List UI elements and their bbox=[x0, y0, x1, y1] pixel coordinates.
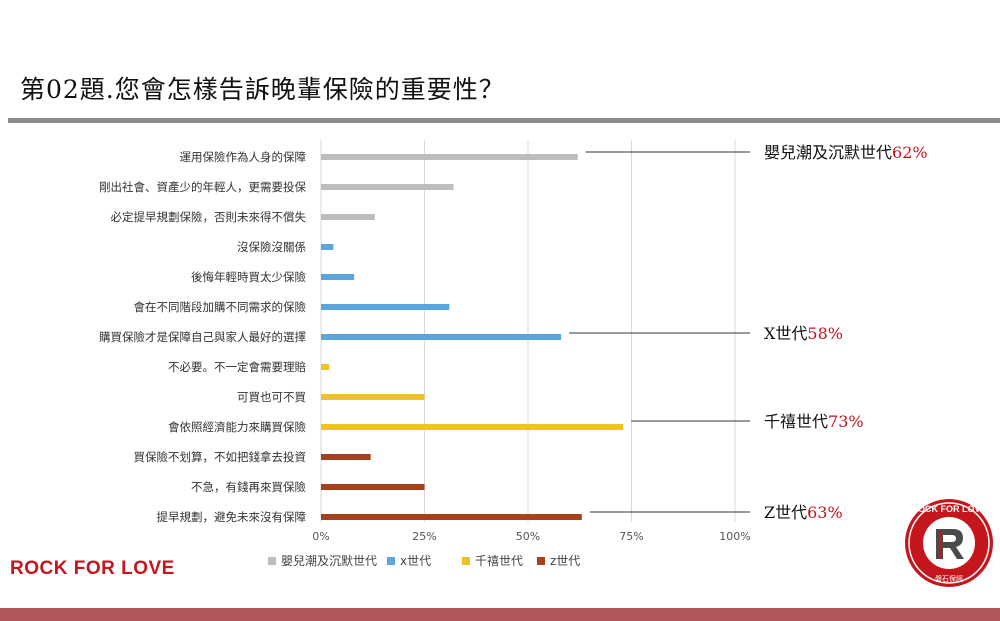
legend-swatch bbox=[462, 557, 470, 565]
bar bbox=[321, 244, 334, 250]
callout-group-name: X世代 bbox=[764, 324, 807, 343]
legend-label: 嬰兒潮及沉默世代 bbox=[281, 553, 377, 568]
footer-band bbox=[0, 608, 1000, 621]
callout-group-name: 嬰兒潮及沉默世代 bbox=[764, 143, 892, 162]
bar bbox=[321, 424, 624, 430]
category-label: 購買保險才是保障自己與家人最好的選擇 bbox=[99, 330, 306, 344]
x-tick-label: 25% bbox=[412, 530, 436, 543]
callout-group-name: Z世代 bbox=[764, 503, 807, 522]
legend-swatch bbox=[387, 557, 395, 565]
bar bbox=[321, 454, 371, 460]
callout-label: 嬰兒潮及沉默世代62% bbox=[764, 143, 928, 162]
bar bbox=[321, 154, 578, 160]
callout-percent: 63% bbox=[807, 503, 843, 522]
callout-percent: 62% bbox=[892, 143, 928, 162]
bar bbox=[321, 214, 375, 220]
legend-swatch bbox=[268, 557, 276, 565]
bar bbox=[321, 304, 450, 310]
bar bbox=[321, 394, 425, 400]
legend-swatch bbox=[537, 557, 545, 565]
legend-label: 千禧世代 bbox=[475, 554, 523, 568]
category-label: 提早規劃，避免未來沒有保障 bbox=[157, 510, 307, 524]
bar bbox=[321, 334, 562, 340]
callout-label: X世代58% bbox=[764, 324, 843, 343]
category-label: 不急，有錢再來買保險 bbox=[191, 480, 306, 494]
svg-text:ROCK FOR LOVE: ROCK FOR LOVE bbox=[911, 504, 986, 514]
bar bbox=[321, 184, 454, 190]
bar bbox=[321, 274, 355, 280]
legend-label: x世代 bbox=[400, 554, 431, 568]
bar bbox=[321, 364, 330, 370]
category-label: 不必要。不一定會需要理賠 bbox=[168, 360, 306, 374]
callout-group-name: 千禧世代 bbox=[764, 412, 828, 431]
bar bbox=[321, 514, 582, 520]
category-label: 必定提早規劃保險，否則未來得不償失 bbox=[111, 210, 307, 224]
title-divider bbox=[8, 118, 1000, 123]
callout-percent: 73% bbox=[828, 412, 864, 431]
category-label: 運用保險作為人身的保障 bbox=[180, 150, 307, 164]
category-label: 會依照經濟能力來購買保險 bbox=[168, 420, 306, 434]
category-label: 後悔年輕時買太少保險 bbox=[191, 270, 306, 284]
callout-label: 千禧世代73% bbox=[764, 412, 864, 431]
x-tick-label: 50% bbox=[516, 530, 540, 543]
rock-for-love-logo-icon: ROCK FOR LOVE 磐石保經 bbox=[905, 499, 993, 587]
category-label: 剛出社會、資產少的年輕人，更需要投保 bbox=[99, 180, 306, 194]
x-tick-label: 75% bbox=[619, 530, 643, 543]
callout-percent: 58% bbox=[807, 324, 843, 343]
category-label: 可買也可不買 bbox=[237, 390, 306, 404]
bar bbox=[321, 484, 425, 490]
category-label: 會在不同階段加購不同需求的保險 bbox=[134, 300, 307, 314]
legend-label: z世代 bbox=[550, 554, 580, 568]
x-tick-label: 100% bbox=[719, 530, 750, 543]
brand-text: ROCK FOR LOVE bbox=[10, 558, 175, 579]
category-label: 沒保險沒關係 bbox=[237, 240, 306, 254]
x-tick-label: 0% bbox=[312, 530, 329, 543]
callout-label: Z世代63% bbox=[764, 503, 843, 522]
page-title: 第02題.您會怎樣告訴晚輩保險的重要性？ bbox=[20, 75, 505, 104]
category-label: 買保險不划算，不如把錢拿去投資 bbox=[134, 450, 307, 464]
svg-text:磐石保經: 磐石保經 bbox=[935, 574, 963, 583]
